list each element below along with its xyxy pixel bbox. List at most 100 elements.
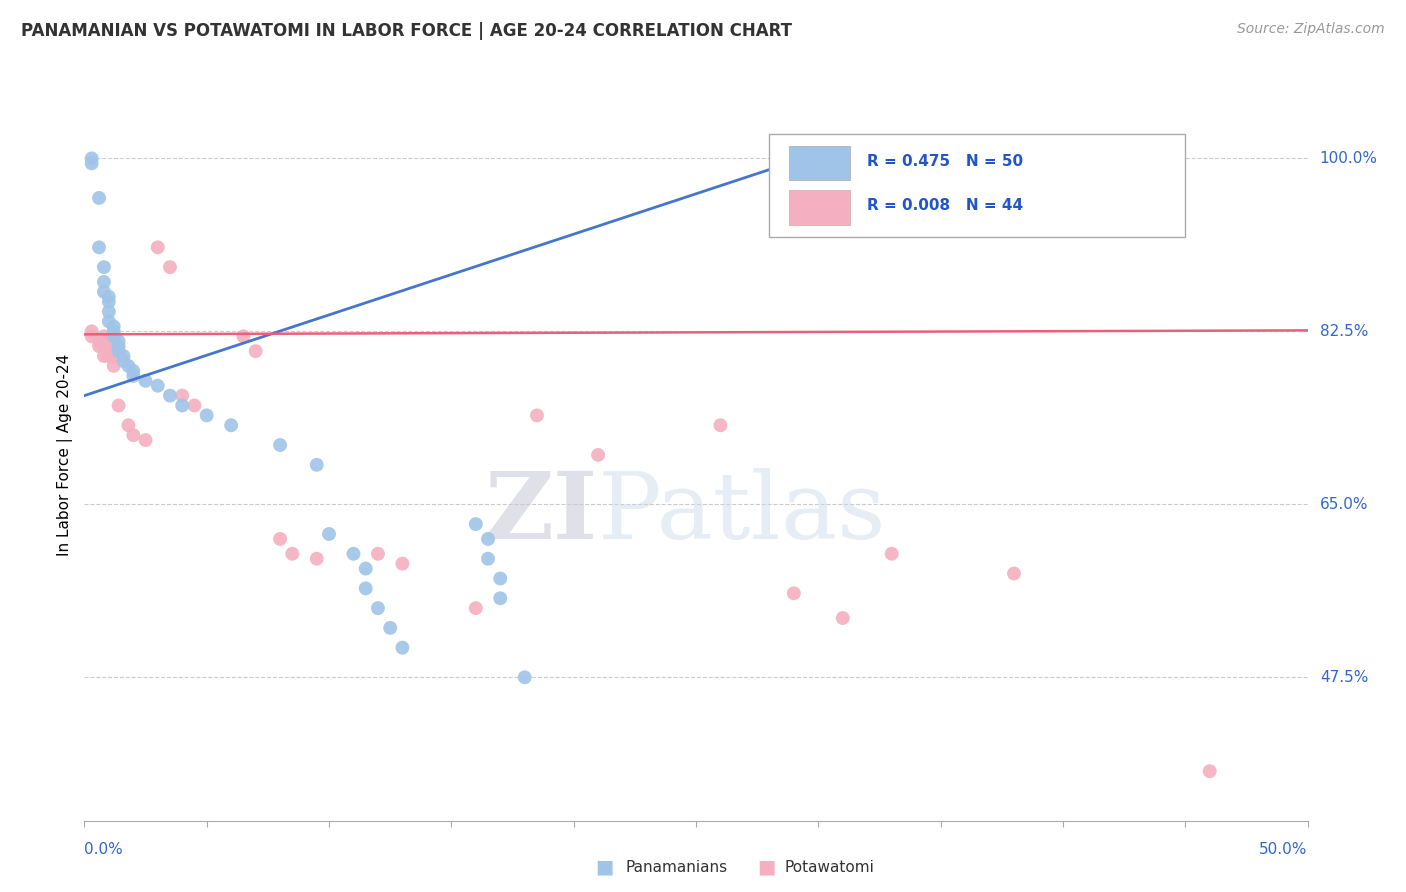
FancyBboxPatch shape	[789, 190, 851, 225]
Point	[135, 433, 157, 447]
Point	[245, 344, 267, 359]
Point	[305, 551, 328, 566]
Point	[219, 418, 242, 433]
Point	[103, 359, 125, 373]
Point	[318, 527, 340, 541]
Point	[87, 339, 110, 353]
Point	[103, 329, 125, 343]
Point	[135, 374, 157, 388]
Point	[93, 349, 115, 363]
Point	[107, 334, 129, 349]
Point	[117, 359, 139, 373]
Point	[831, 611, 853, 625]
Point	[146, 378, 169, 392]
Point	[464, 517, 486, 532]
Text: 82.5%: 82.5%	[1320, 324, 1368, 339]
Point	[159, 260, 181, 274]
Point	[122, 428, 145, 442]
Point	[97, 314, 120, 328]
Point	[80, 329, 103, 343]
Point	[93, 334, 115, 349]
Point	[477, 551, 499, 566]
Point	[367, 601, 389, 615]
Point	[107, 344, 129, 359]
Point	[380, 621, 402, 635]
Point	[232, 329, 254, 343]
Point	[97, 290, 120, 304]
Point	[80, 156, 103, 170]
Point	[103, 324, 125, 338]
Text: 47.5%: 47.5%	[1320, 670, 1368, 685]
Point	[586, 448, 609, 462]
Point	[477, 532, 499, 546]
Point	[305, 458, 328, 472]
Text: 0.0%: 0.0%	[84, 842, 124, 857]
Point	[489, 572, 512, 586]
Point	[183, 399, 205, 413]
Text: ZI: ZI	[485, 468, 598, 558]
Point	[97, 339, 120, 353]
Point	[112, 349, 135, 363]
Text: R = 0.008   N = 44: R = 0.008 N = 44	[868, 198, 1024, 213]
FancyBboxPatch shape	[769, 134, 1185, 237]
Point	[783, 586, 806, 600]
Point	[1002, 566, 1025, 581]
Text: Panamanians: Panamanians	[626, 860, 728, 874]
Point	[195, 409, 218, 423]
Point	[709, 418, 731, 433]
Point	[80, 324, 103, 338]
Point	[87, 240, 110, 254]
Point	[281, 547, 304, 561]
Point	[107, 399, 129, 413]
Text: Patlas: Patlas	[598, 468, 887, 558]
Text: Potawatomi: Potawatomi	[785, 860, 875, 874]
Point	[103, 349, 125, 363]
Text: ■: ■	[595, 857, 614, 877]
Point	[103, 319, 125, 334]
Point	[103, 339, 125, 353]
Point	[269, 438, 291, 452]
Point	[97, 349, 120, 363]
Text: ■: ■	[756, 857, 776, 877]
Point	[107, 339, 129, 353]
Point	[391, 640, 413, 655]
Point	[122, 364, 145, 378]
Point	[97, 304, 120, 318]
Point	[159, 389, 181, 403]
Point	[342, 547, 364, 561]
Y-axis label: In Labor Force | Age 20-24: In Labor Force | Age 20-24	[58, 354, 73, 556]
Point	[97, 294, 120, 309]
Text: Source: ZipAtlas.com: Source: ZipAtlas.com	[1237, 22, 1385, 37]
Point	[97, 334, 120, 349]
Point	[367, 547, 389, 561]
Point	[391, 557, 413, 571]
Text: 100.0%: 100.0%	[1320, 151, 1378, 166]
Text: 65.0%: 65.0%	[1320, 497, 1368, 512]
Point	[93, 339, 115, 353]
Point	[354, 582, 377, 596]
Point	[489, 591, 512, 606]
Point	[87, 191, 110, 205]
Point	[1125, 156, 1147, 170]
Text: 50.0%: 50.0%	[1260, 842, 1308, 857]
Point	[526, 409, 548, 423]
Point	[112, 354, 135, 368]
Point	[122, 368, 145, 383]
Point	[93, 275, 115, 289]
Point	[93, 285, 115, 299]
FancyBboxPatch shape	[789, 145, 851, 180]
Point	[1198, 764, 1220, 779]
Point	[172, 389, 194, 403]
Point	[269, 532, 291, 546]
Point	[880, 547, 903, 561]
Point	[172, 399, 194, 413]
Point	[80, 152, 103, 166]
Point	[146, 240, 169, 254]
Point	[464, 601, 486, 615]
Point	[354, 561, 377, 575]
Point	[513, 670, 536, 684]
Text: R = 0.475   N = 50: R = 0.475 N = 50	[868, 153, 1024, 169]
Point	[93, 329, 115, 343]
Text: PANAMANIAN VS POTAWATOMI IN LABOR FORCE | AGE 20-24 CORRELATION CHART: PANAMANIAN VS POTAWATOMI IN LABOR FORCE …	[21, 22, 792, 40]
Point	[93, 260, 115, 274]
